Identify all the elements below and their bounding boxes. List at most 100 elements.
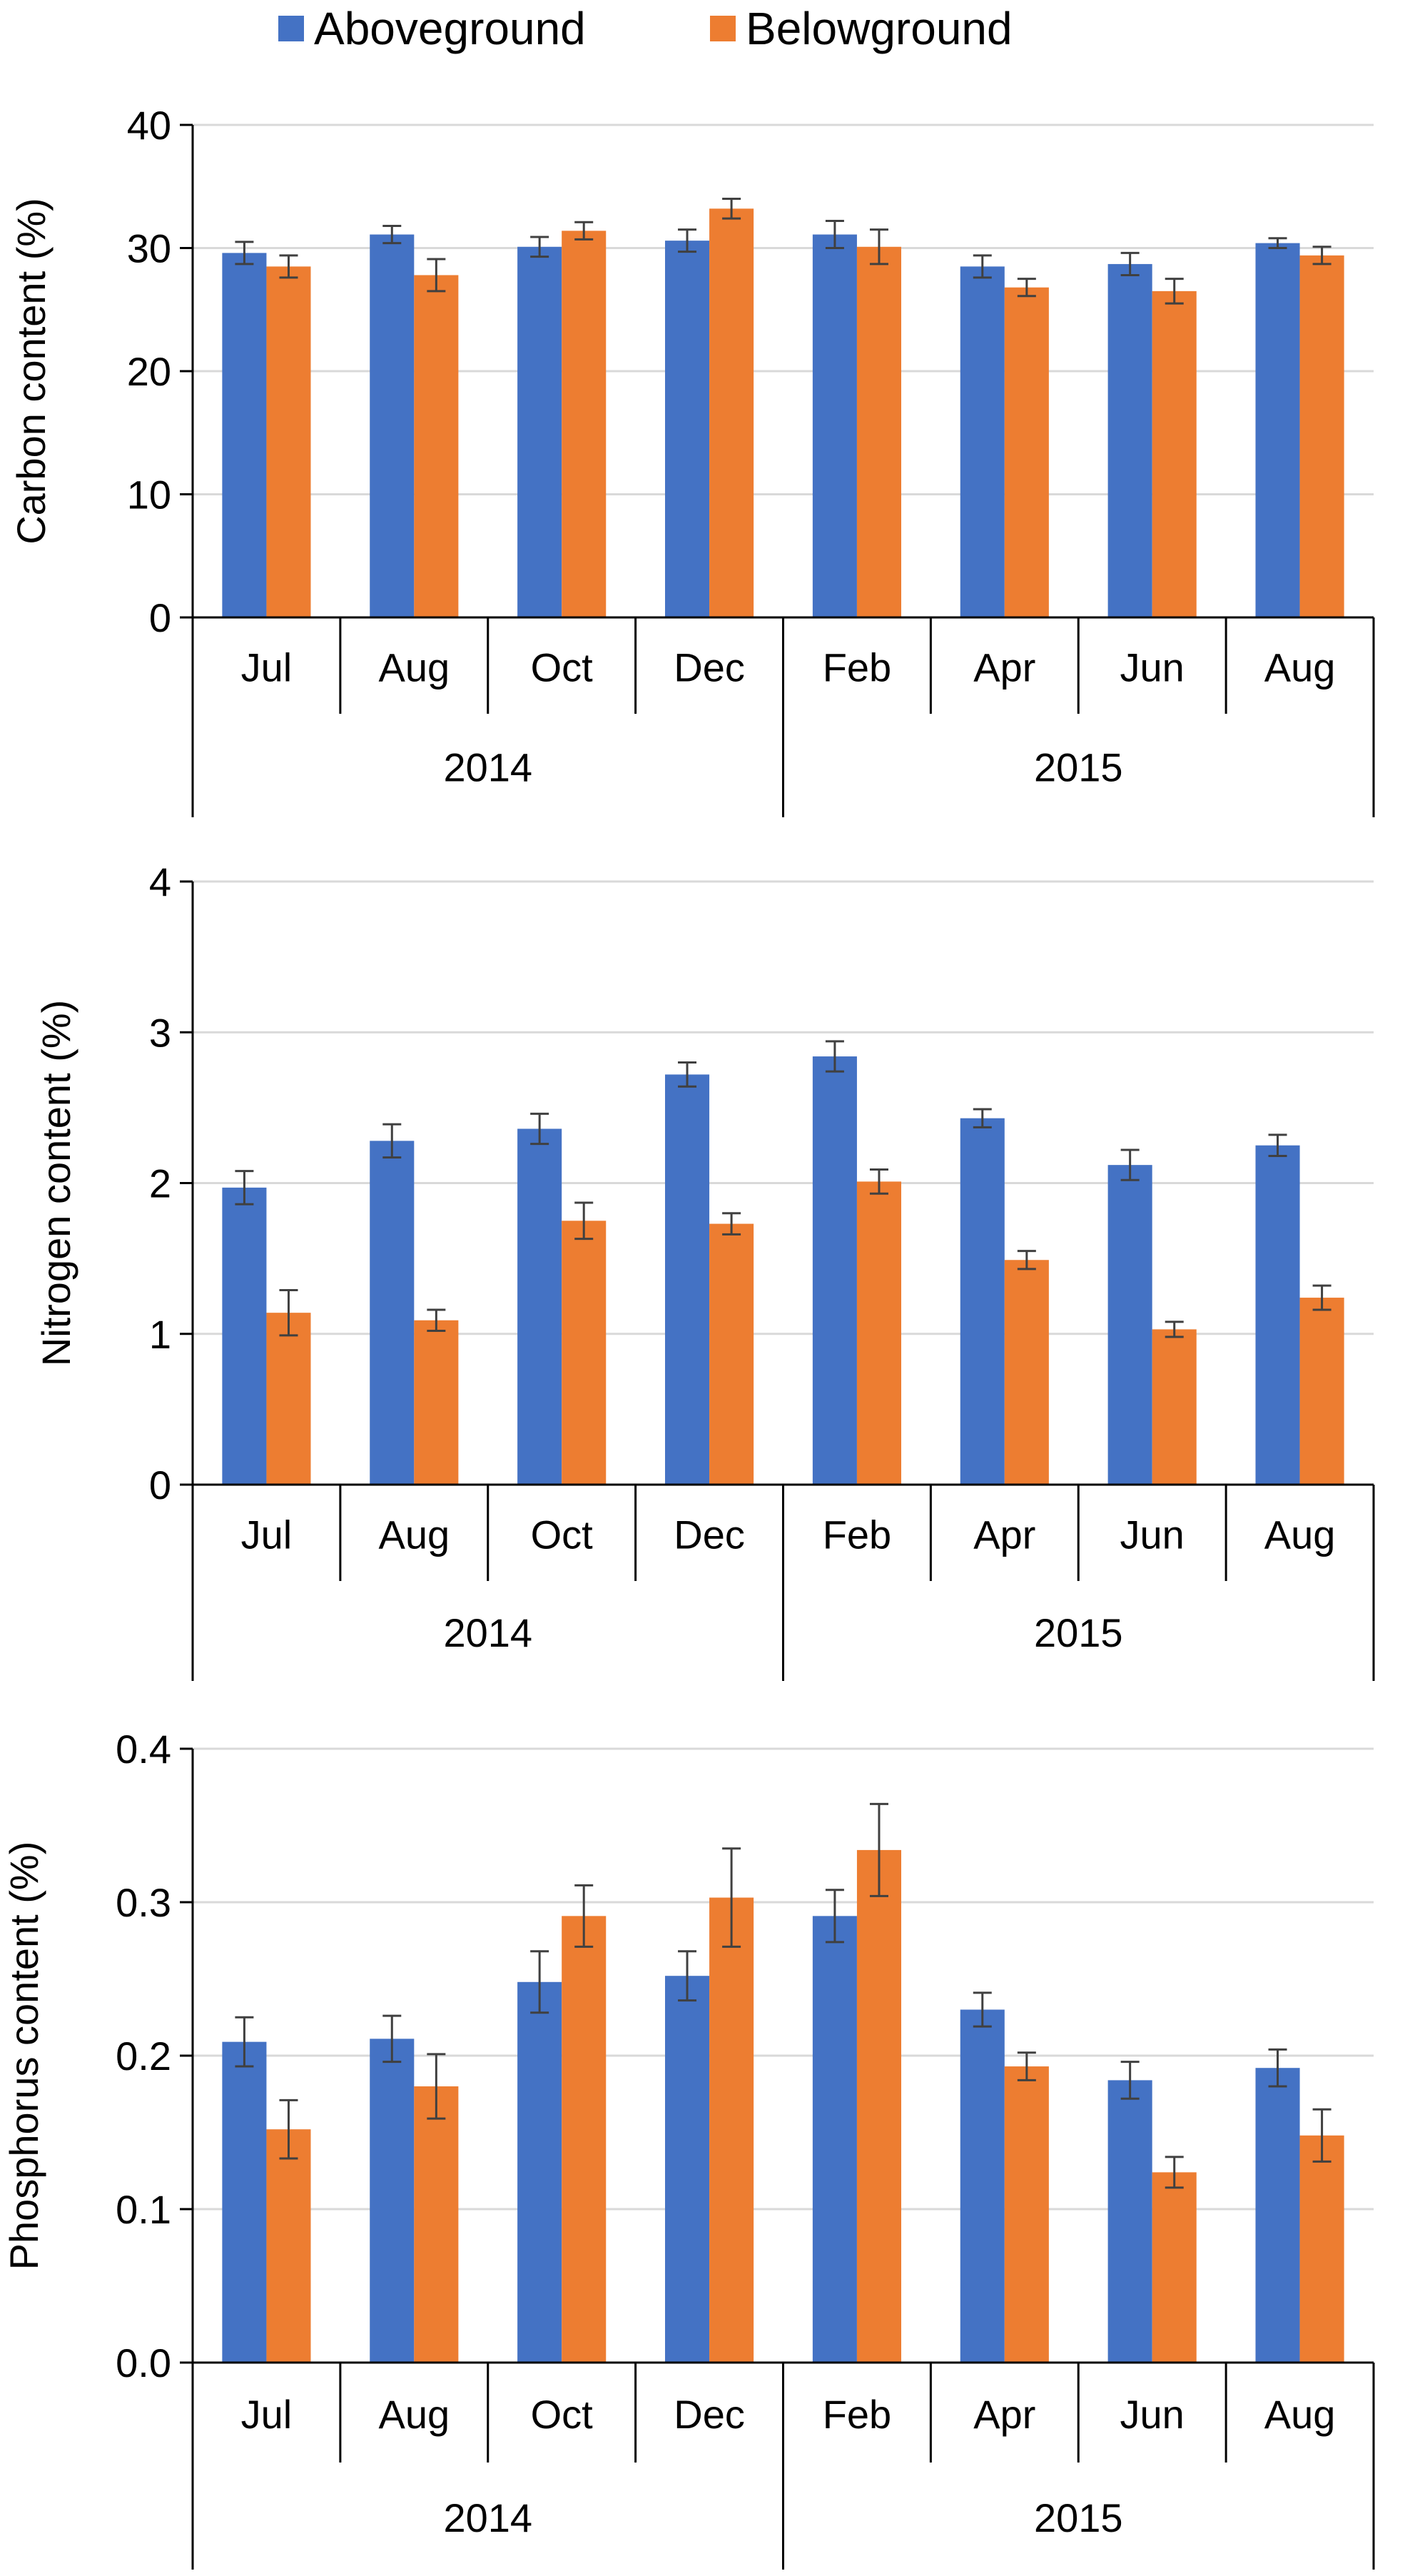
error-bar-belowground: [427, 258, 446, 293]
error-bar-aboveground: [530, 1950, 549, 2014]
x-group-label: 2015: [1034, 1610, 1123, 1655]
error-bar-aboveground: [825, 220, 844, 249]
bar-aboveground-jun: [1107, 1165, 1152, 1485]
y-tick-label: 40: [127, 103, 171, 148]
x-tick-label: Dec: [674, 2392, 745, 2437]
legend: Aboveground Belowground: [0, 0, 1415, 64]
bar-aboveground-jul: [222, 2041, 267, 2363]
bar-aboveground-feb: [812, 1056, 857, 1485]
bar-belowground-aug: [1299, 1298, 1344, 1485]
error-bar-belowground: [1312, 1284, 1332, 1311]
error-bar-belowground: [869, 1802, 888, 1897]
y-tick-label: 2: [149, 1161, 171, 1206]
y-tick-label: 1: [149, 1312, 171, 1357]
bar-aboveground-jul: [222, 1187, 267, 1485]
bar-belowground-oct: [562, 231, 607, 618]
error-bar-aboveground: [825, 1889, 844, 1944]
bar-belowground-jul: [266, 266, 311, 617]
bar-belowground-aug: [1299, 255, 1344, 617]
error-bar-belowground: [722, 1847, 741, 1948]
x-tick-label: Aug: [378, 2392, 450, 2437]
error-bar-aboveground: [530, 1112, 549, 1146]
error-bar-belowground: [574, 1201, 594, 1241]
bar-belowground-jun: [1152, 2172, 1197, 2363]
error-bar-aboveground: [235, 2016, 254, 2068]
error-bar-aboveground: [973, 1991, 992, 2028]
x-tick-label: Aug: [378, 1512, 450, 1557]
y-tick-label: 0.4: [116, 1727, 171, 1772]
bar-belowground-jun: [1152, 291, 1197, 617]
bar-belowground-dec: [709, 1897, 754, 2363]
error-bar-aboveground: [235, 1170, 254, 1206]
bar-aboveground-aug: [370, 1141, 415, 1485]
x-group-label: 2014: [443, 2495, 532, 2540]
error-bar-aboveground: [678, 1950, 697, 2002]
x-tick-label: Feb: [823, 2392, 892, 2437]
y-axis-title: Nitrogen content (%): [34, 1000, 78, 1367]
error-bar-aboveground: [530, 236, 549, 258]
x-group-label: 2014: [443, 1610, 532, 1655]
legend-item-aboveground: Aboveground: [278, 4, 586, 54]
phosphorus-chart: 0.0 0.1 0.2 0.3 0.4 Phosphorus content (%) Jul…: [1, 1727, 1375, 2570]
x-tick-label: Dec: [674, 1512, 745, 1557]
bar-aboveground-jul: [222, 253, 267, 617]
error-bar-aboveground: [973, 254, 992, 279]
error-bar-aboveground: [1268, 2048, 1287, 2088]
bar-aboveground-aug: [370, 2039, 415, 2363]
bar-belowground-jul: [266, 1313, 311, 1485]
error-bar-belowground: [1017, 1250, 1036, 1271]
bar-belowground-apr: [1004, 287, 1049, 617]
x-tick-label: Jun: [1120, 1512, 1185, 1557]
x-tick-label: Oct: [531, 1512, 594, 1557]
bar-aboveground-aug: [1255, 2068, 1300, 2363]
bar-belowground-aug: [414, 2086, 459, 2363]
error-bar-aboveground: [382, 224, 402, 245]
error-bar-aboveground: [382, 1123, 402, 1159]
error-bar-aboveground: [1120, 251, 1140, 276]
error-bar-belowground: [869, 1168, 888, 1195]
legend-swatch-belowground: [710, 16, 736, 41]
y-tick-label: 10: [127, 473, 171, 517]
error-bar-aboveground: [1120, 1148, 1140, 1181]
error-bar-belowground: [1165, 2156, 1184, 2189]
bar-belowground-feb: [856, 1181, 901, 1485]
error-bar-belowground: [427, 1308, 446, 1333]
x-group-label: 2014: [443, 745, 532, 790]
error-bar-belowground: [1312, 246, 1332, 266]
y-tick-label: 0.1: [116, 2187, 171, 2232]
x-tick-label: Apr: [973, 645, 1035, 690]
y-axis-title: Phosphorus content (%): [1, 1842, 46, 2271]
bar-aboveground-apr: [960, 1118, 1005, 1485]
bar-belowground-aug: [1299, 2135, 1344, 2363]
x-tick-label: Aug: [1264, 1512, 1336, 1557]
bar-belowground-oct: [562, 1916, 607, 2363]
y-axis-title: Carbon content (%): [9, 198, 54, 545]
legend-swatch-aboveground: [278, 16, 304, 41]
y-tick-label: 0: [149, 1463, 171, 1507]
bar-aboveground-oct: [517, 1128, 562, 1485]
y-tick-label: 0.2: [116, 2034, 171, 2079]
error-bar-belowground: [869, 228, 888, 266]
x-tick-label: Feb: [823, 1512, 892, 1557]
bar-belowground-feb: [856, 1849, 901, 2363]
error-bar-belowground: [1017, 278, 1036, 298]
y-tick-label: 3: [149, 1010, 171, 1055]
x-group-label: 2015: [1034, 745, 1123, 790]
y-tick-label: 30: [127, 226, 171, 271]
x-tick-label: Jul: [241, 2392, 293, 2437]
bar-aboveground-dec: [665, 1074, 710, 1485]
legend-item-belowground: Belowground: [710, 4, 1013, 54]
x-tick-label: Apr: [973, 1512, 1035, 1557]
y-tick-label: 0.3: [116, 1880, 171, 1925]
error-bar-belowground: [427, 2053, 446, 2120]
error-bar-aboveground: [825, 1040, 844, 1073]
x-tick-label: Aug: [1264, 645, 1336, 690]
x-tick-label: Feb: [823, 645, 892, 690]
error-bar-belowground: [722, 1212, 741, 1236]
error-bar-belowground: [722, 198, 741, 220]
x-tick-label: Oct: [531, 645, 594, 690]
error-bar-belowground: [574, 1884, 594, 1948]
legend-label-belowground: Belowground: [746, 3, 1013, 54]
error-bar-aboveground: [1120, 2061, 1140, 2100]
bar-belowground-oct: [562, 1221, 607, 1485]
